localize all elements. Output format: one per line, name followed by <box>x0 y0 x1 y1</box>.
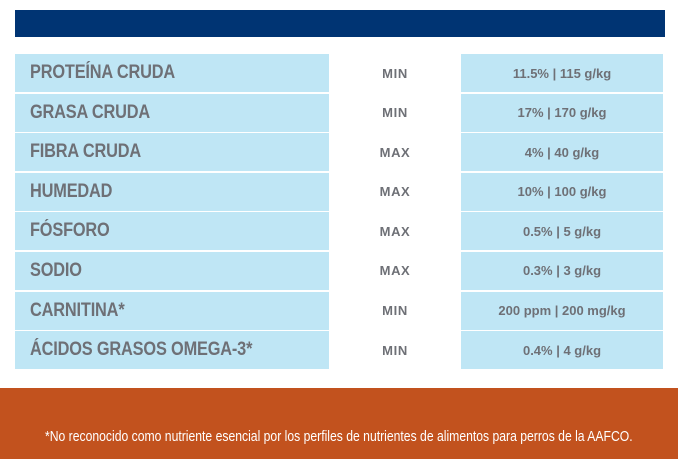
nutrient-value: 0.5% | 5 g/kg <box>522 223 602 239</box>
value-cell: 200 ppm | 200 mg/kg <box>461 291 663 330</box>
limit-cell: MIN <box>329 94 461 132</box>
nutrient-name: CARNITINA* <box>30 299 125 321</box>
nutrient-value: 0.3% | 3 g/kg <box>522 263 602 279</box>
value-cell: 17% | 170 g/kg <box>461 93 663 132</box>
nutrient-cell: FIBRA CRUDA <box>15 133 329 172</box>
table-row: CARNITINA* MIN 200 ppm | 200 mg/kg <box>15 291 665 330</box>
footnote-bar: *No reconocido como nutriente esencial p… <box>0 388 678 459</box>
nutrient-cell: PROTEÍNA CRUDA <box>15 54 329 92</box>
table-row: GRASA CRUDA MIN 17% | 170 g/kg <box>15 93 665 132</box>
nutrient-name: FÓSFORO <box>30 220 110 242</box>
limit-cell: MIN <box>329 292 461 330</box>
guaranteed-analysis-table: PROTEÍNA CRUDA MIN 11.5% | 115 g/kg GRAS… <box>15 54 665 371</box>
limit-cell: MAX <box>329 212 461 250</box>
limit-cell: MAX <box>329 133 461 171</box>
table-row: SODIO MAX 0.3% | 3 g/kg <box>15 251 665 290</box>
value-cell: 0.4% | 4 g/kg <box>461 331 663 370</box>
nutrient-value: 17% | 170 g/kg <box>517 105 607 121</box>
header-bar <box>15 10 665 37</box>
nutrient-name: ÁCIDOS GRASOS OMEGA-3* <box>30 339 253 361</box>
limit-cell: MIN <box>329 54 461 92</box>
nutrient-value: 0.4% | 4 g/kg <box>522 342 602 358</box>
nutrient-value: 10% | 100 g/kg <box>517 184 607 200</box>
table-row: PROTEÍNA CRUDA MIN 11.5% | 115 g/kg <box>15 54 665 92</box>
footnote-text: *No reconocido como nutriente esencial p… <box>45 428 633 445</box>
limit-type: MIN <box>382 303 408 319</box>
value-cell: 4% | 40 g/kg <box>461 133 663 172</box>
limit-type: MIN <box>382 342 408 358</box>
nutrient-name: GRASA CRUDA <box>30 101 151 123</box>
value-cell: 10% | 100 g/kg <box>461 172 663 211</box>
value-cell: 11.5% | 115 g/kg <box>461 54 663 92</box>
value-cell: 0.5% | 5 g/kg <box>461 212 663 251</box>
nutrient-cell: GRASA CRUDA <box>15 93 329 132</box>
nutrient-name: PROTEÍNA CRUDA <box>30 62 175 83</box>
limit-cell: MIN <box>329 331 461 369</box>
nutrient-cell: CARNITINA* <box>15 291 329 330</box>
limit-type: MIN <box>382 105 408 121</box>
limit-type: MAX <box>379 223 411 239</box>
nutrient-value: 11.5% | 115 g/kg <box>512 65 612 81</box>
table-row: HUMEDAD MAX 10% | 100 g/kg <box>15 172 665 211</box>
value-cell: 0.3% | 3 g/kg <box>461 251 663 290</box>
limit-type: MAX <box>379 144 411 160</box>
limit-type: MAX <box>379 263 411 279</box>
table-row: FÓSFORO MAX 0.5% | 5 g/kg <box>15 212 665 251</box>
nutrient-value: 4% | 40 g/kg <box>524 144 600 160</box>
limit-type: MIN <box>382 65 408 81</box>
nutrient-cell: SODIO <box>15 251 329 290</box>
table-row: FIBRA CRUDA MAX 4% | 40 g/kg <box>15 133 665 172</box>
nutrient-value: 200 ppm | 200 mg/kg <box>498 303 626 319</box>
limit-cell: MAX <box>329 173 461 211</box>
limit-type: MAX <box>379 184 411 200</box>
table-row: ÁCIDOS GRASOS OMEGA-3* MIN 0.4% | 4 g/kg <box>15 331 665 370</box>
nutrient-cell: ÁCIDOS GRASOS OMEGA-3* <box>15 331 329 370</box>
nutrient-name: FIBRA CRUDA <box>30 141 141 163</box>
nutrient-name: SODIO <box>30 259 82 281</box>
nutrient-cell: HUMEDAD <box>15 172 329 211</box>
limit-cell: MAX <box>329 252 461 290</box>
nutrient-name: HUMEDAD <box>30 180 113 202</box>
nutrient-cell: FÓSFORO <box>15 212 329 251</box>
